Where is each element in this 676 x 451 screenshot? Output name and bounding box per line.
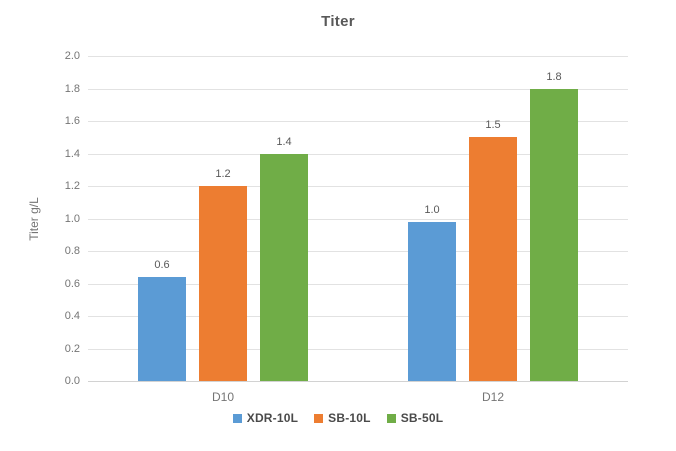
y-tick-label-1.0: 1.0 (64, 212, 80, 225)
data-label-SB-10L-D10: 1.2 (215, 168, 231, 180)
gridline-y-2.0 (88, 56, 628, 57)
legend-swatch-XDR-10L (232, 413, 242, 423)
gridline-y-1.6 (88, 121, 628, 122)
bar-XDR-10L-D12 (408, 221, 456, 381)
gridline-y-1.2 (88, 186, 628, 187)
legend-item-SB-10L: SB-10L (314, 411, 371, 425)
y-tick-label-1.6: 1.6 (64, 115, 80, 127)
legend-item-SB-50L: SB-50L (386, 411, 444, 425)
x-category-label-D10: D10 (211, 390, 235, 404)
bar-XDR-10L-D10 (138, 277, 186, 381)
gridline-y-1.8 (88, 88, 628, 90)
gridline-y-1.0 (88, 218, 628, 220)
y-tick-label-0.4: 0.4 (64, 310, 80, 322)
data-label-SB-50L-D10: 1.4 (276, 135, 292, 148)
gridline-y-0.4 (88, 316, 628, 317)
x-axis-baseline (88, 381, 628, 382)
bar-SB-10L-D12 (469, 137, 517, 381)
gridline-y-0.6 (88, 283, 628, 285)
chart-title: Titer (321, 13, 355, 30)
legend-swatch-SB-50L (386, 413, 396, 423)
legend-label-SB-50L: SB-50L (400, 411, 444, 425)
plot-area: 0.0 0.2 0.4 0.6 0.8 1.0 1.2 1.4 1.6 1.8 2.0 0.6 1.2 1… (65, 50, 628, 404)
data-label-XDR-10L-D12: 1.0 (424, 203, 440, 216)
legend-label-XDR-10L: XDR-10L (246, 411, 299, 425)
legend-swatch-SB-10L (314, 413, 324, 423)
y-tick-label-0.2: 0.2 (64, 342, 80, 355)
y-tick-label-2.0: 2.0 (64, 50, 80, 62)
y-tick-label-0.6: 0.6 (64, 277, 80, 290)
data-label-XDR-10L-D10: 0.6 (154, 259, 170, 271)
bar-SB-10L-D10 (199, 186, 247, 381)
y-tick-label-0.0: 0.0 (64, 375, 80, 387)
y-tick-label-1.8: 1.8 (64, 82, 80, 95)
gridline-y-1.4 (88, 153, 628, 155)
chart-legend: XDR-10L SB-10L SB-50L (0, 411, 676, 425)
bar-SB-50L-D10 (260, 153, 308, 381)
y-axis-title: Titer g/L (27, 197, 41, 241)
y-tick-label-1.2: 1.2 (64, 180, 80, 192)
x-category-label-D12: D12 (481, 390, 505, 404)
legend-label-SB-10L: SB-10L (328, 411, 371, 425)
y-tick-label-0.8: 0.8 (64, 245, 80, 257)
data-label-SB-10L-D12: 1.5 (485, 119, 501, 132)
data-label-SB-50L-D12: 1.8 (546, 70, 562, 83)
legend-item-XDR-10L: XDR-10L (232, 411, 299, 425)
gridline-y-0.8 (88, 251, 628, 252)
bar-SB-50L-D12 (530, 88, 578, 381)
y-tick-label-1.4: 1.4 (64, 147, 80, 160)
gridline-y-0.2 (88, 348, 628, 350)
